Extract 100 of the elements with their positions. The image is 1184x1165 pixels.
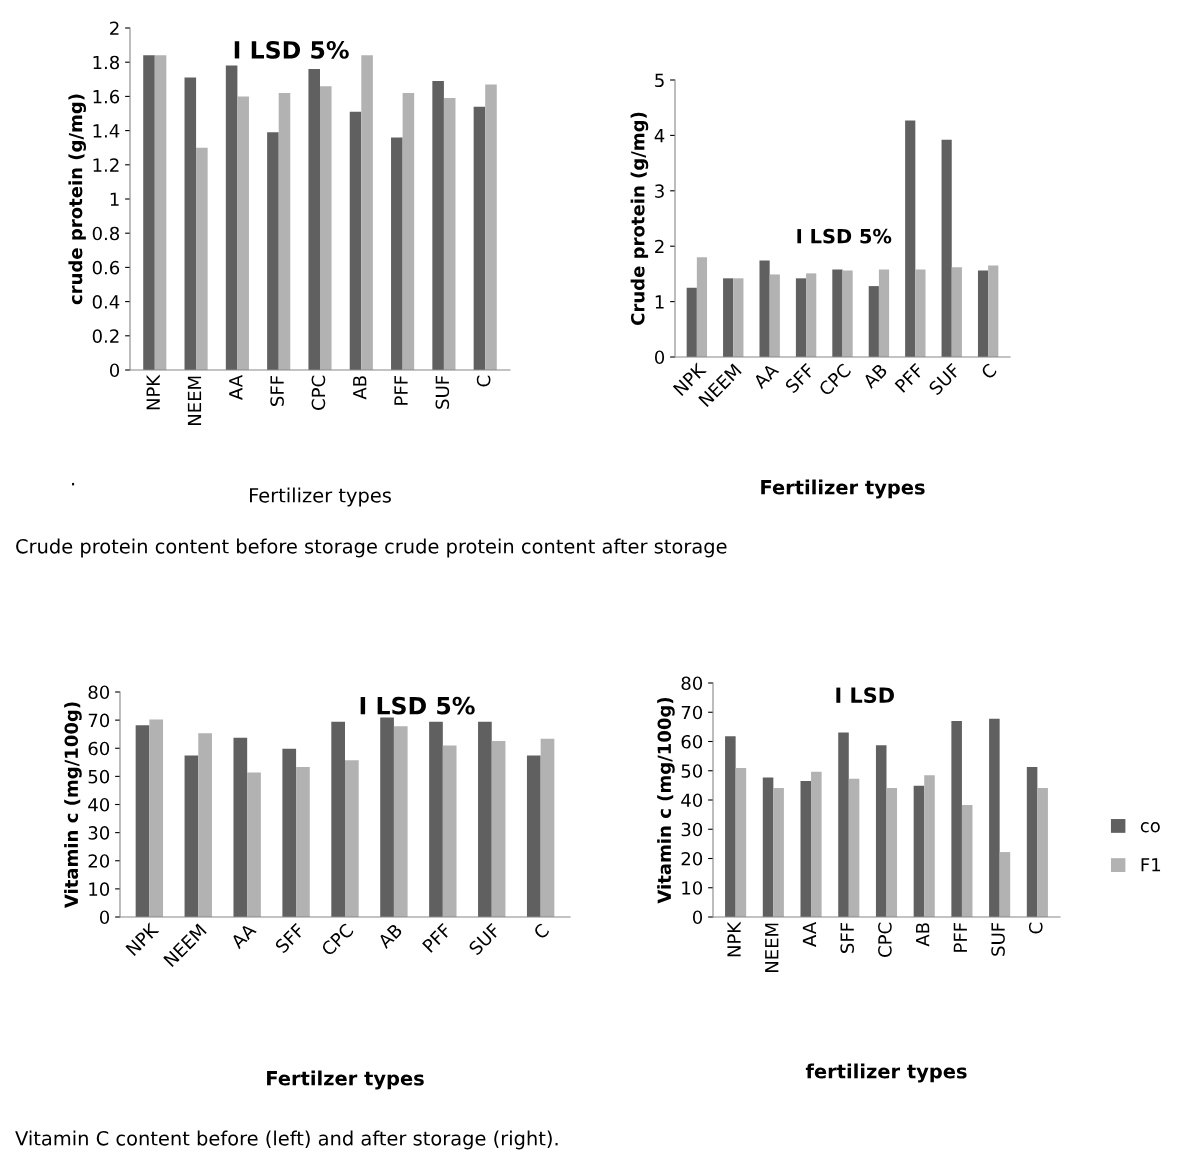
bar	[988, 265, 999, 357]
x-axis-title: fertilizer types	[805, 1063, 967, 1083]
bar	[842, 270, 853, 357]
x-tick-label: PFF	[894, 362, 925, 393]
text: Vitamin C content before (left) and after storage (right).	[15, 1130, 558, 1150]
bar	[540, 738, 555, 917]
bar	[391, 137, 403, 370]
y-axis-title: Crude protein (g/mg)	[630, 112, 649, 325]
bar	[393, 726, 408, 917]
y-tick-label: 0.2	[92, 329, 119, 343]
bar	[875, 745, 887, 917]
x-tick-label: C	[980, 362, 998, 380]
x-tick-label: AA	[802, 922, 817, 947]
bar	[349, 111, 362, 370]
x-tick-label: PFF	[394, 375, 408, 405]
y-tick-label: 70	[681, 705, 703, 720]
y-axis-title: Vitamin c (mg/100g)	[657, 697, 675, 904]
y-tick-label: 20	[88, 854, 110, 868]
y-tick-label: 20	[681, 851, 703, 866]
bar	[233, 737, 248, 917]
bar	[402, 92, 415, 370]
legend-label: co	[1140, 822, 1160, 833]
y-tick-label: 0	[692, 910, 703, 925]
y-tick-label: 40	[88, 797, 110, 812]
x-tick-label: SFF	[270, 375, 284, 406]
bar	[696, 257, 708, 357]
bar	[443, 98, 456, 370]
y-tick-label: 0.8	[92, 226, 120, 241]
y-tick-label: 10	[682, 881, 703, 895]
bar	[832, 269, 843, 357]
bar	[526, 755, 541, 917]
y-tick-label: 1.6	[93, 89, 120, 104]
x-tick-label: SFF	[274, 922, 306, 954]
y-axis-title: crude protein (g/mg)	[68, 94, 87, 305]
x-tick-label: PFF	[953, 922, 967, 952]
x-tick-label: SFF	[784, 362, 816, 394]
bar	[905, 120, 916, 357]
annotation: I LSD	[836, 687, 894, 704]
x-tick-label: C	[532, 922, 550, 940]
bar	[838, 732, 849, 917]
x-tick-label: NEEM	[765, 923, 779, 972]
bar	[800, 780, 812, 917]
y-tick-label: 3	[655, 184, 664, 198]
bar	[941, 139, 952, 357]
x-tick-label: PFF	[422, 922, 452, 953]
bar	[1026, 766, 1038, 917]
bar	[735, 768, 747, 917]
bar	[999, 852, 1011, 917]
y-tick-label: 2	[110, 21, 119, 35]
bar	[485, 84, 497, 370]
bar	[345, 760, 359, 917]
bar	[149, 719, 164, 917]
y-tick-label: 1.8	[93, 55, 120, 70]
bar	[989, 718, 1000, 917]
bar	[762, 777, 774, 917]
x-tick-label: CPC	[320, 922, 355, 957]
bar	[184, 77, 197, 370]
bar	[868, 286, 879, 357]
y-tick-label: 0	[654, 350, 665, 365]
bar	[296, 767, 310, 917]
bar	[478, 721, 492, 917]
y-tick-label: 5	[655, 73, 664, 88]
x-tick-label: AA	[229, 922, 257, 950]
bar	[184, 755, 199, 917]
bar	[878, 269, 890, 357]
y-tick-label: 1.2	[93, 158, 119, 172]
x-tick-label: AA	[752, 362, 780, 390]
bar	[811, 771, 822, 917]
bar	[1037, 788, 1048, 917]
bar	[225, 65, 238, 370]
y-tick-label: 0.4	[92, 295, 120, 309]
x-tick-label: C	[476, 375, 491, 387]
y-tick-label: 70	[88, 713, 110, 728]
y-tick-label: 2	[655, 239, 664, 254]
y-tick-label: 1.4	[93, 124, 120, 138]
bar	[848, 778, 860, 917]
bar	[247, 772, 261, 917]
bar	[361, 55, 373, 370]
bar	[429, 721, 443, 917]
bar	[320, 86, 332, 370]
x-tick-label: AB	[376, 923, 403, 949]
x-tick-label: SFF	[840, 922, 855, 953]
bar	[924, 775, 935, 917]
annotation: I LSD 5%	[360, 696, 475, 715]
bar	[951, 267, 962, 357]
x-tick-label: SUF	[435, 375, 450, 409]
bar	[196, 147, 208, 370]
x-axis-title: Fertilzer types	[267, 1070, 424, 1090]
bar	[198, 733, 212, 917]
x-tick-label: AB	[916, 923, 930, 947]
bar	[686, 287, 697, 357]
x-tick-label: AA	[229, 375, 243, 400]
bar	[442, 745, 457, 917]
bar	[278, 92, 291, 370]
bar	[143, 55, 155, 370]
bar	[913, 785, 925, 917]
bar	[951, 721, 962, 917]
y-tick-label: 40	[681, 793, 703, 808]
x-tick-label: NPK	[727, 921, 741, 957]
y-tick-label: 80	[88, 685, 110, 700]
